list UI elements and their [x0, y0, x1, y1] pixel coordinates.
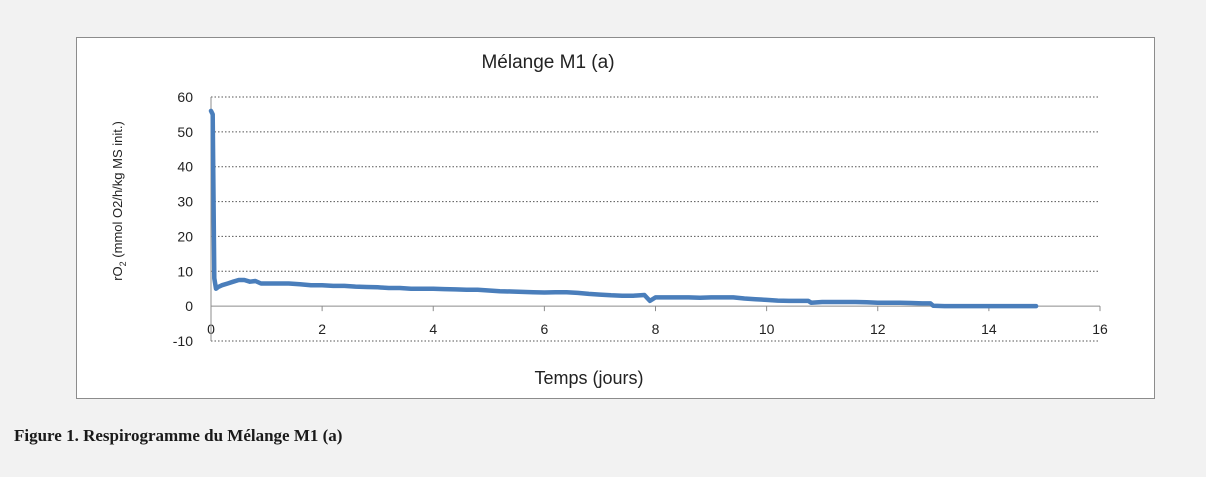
- y-tick-label: 60: [177, 89, 193, 105]
- x-tick-marks: [210, 306, 1101, 312]
- figure-caption: Figure 1. Respirogramme du Mélange M1 (a…: [14, 426, 343, 445]
- y-axis-label: rO2 (mmol O2/h/kg MS init.): [110, 121, 128, 281]
- x-tick-label: 14: [981, 321, 997, 337]
- y-tick-labels: -10 0 10 20 30 40 50 60: [173, 89, 193, 349]
- y-tick-label: 50: [177, 124, 193, 140]
- x-tick-label: 6: [540, 321, 548, 337]
- x-axis-label: Temps (jours): [534, 368, 643, 388]
- x-tick-label: 10: [759, 321, 775, 337]
- x-tick-label: 2: [318, 321, 326, 337]
- y-axis-label-main: rO: [110, 266, 125, 280]
- chart-frame: Mélange M1 (a) -10 0 10 20 30 40 50 60 0 2 4 6 8 10 1…: [76, 37, 1155, 399]
- x-tick-label: 8: [652, 321, 660, 337]
- x-tick-label: 16: [1092, 321, 1108, 337]
- series-line: [208, 108, 1039, 309]
- grid-lines: [211, 96, 1100, 342]
- y-tick-label: 40: [177, 159, 193, 175]
- y-tick-label: -10: [173, 333, 193, 349]
- y-tick-label: 0: [185, 298, 193, 314]
- x-tick-label: 4: [429, 321, 437, 337]
- y-axis-label-rest: (mmol O2/h/kg MS init.): [110, 121, 125, 261]
- y-axis-label-subscript: 2: [118, 261, 128, 266]
- y-tick-label: 30: [177, 194, 193, 210]
- y-tick-label: 10: [177, 263, 193, 279]
- respirogram-chart: Mélange M1 (a) -10 0 10 20 30 40 50 60 0 2 4 6 8 10 1…: [110, 52, 1108, 388]
- chart-title: Mélange M1 (a): [481, 52, 614, 73]
- y-tick-label: 20: [177, 228, 193, 244]
- x-tick-label: 12: [870, 321, 886, 337]
